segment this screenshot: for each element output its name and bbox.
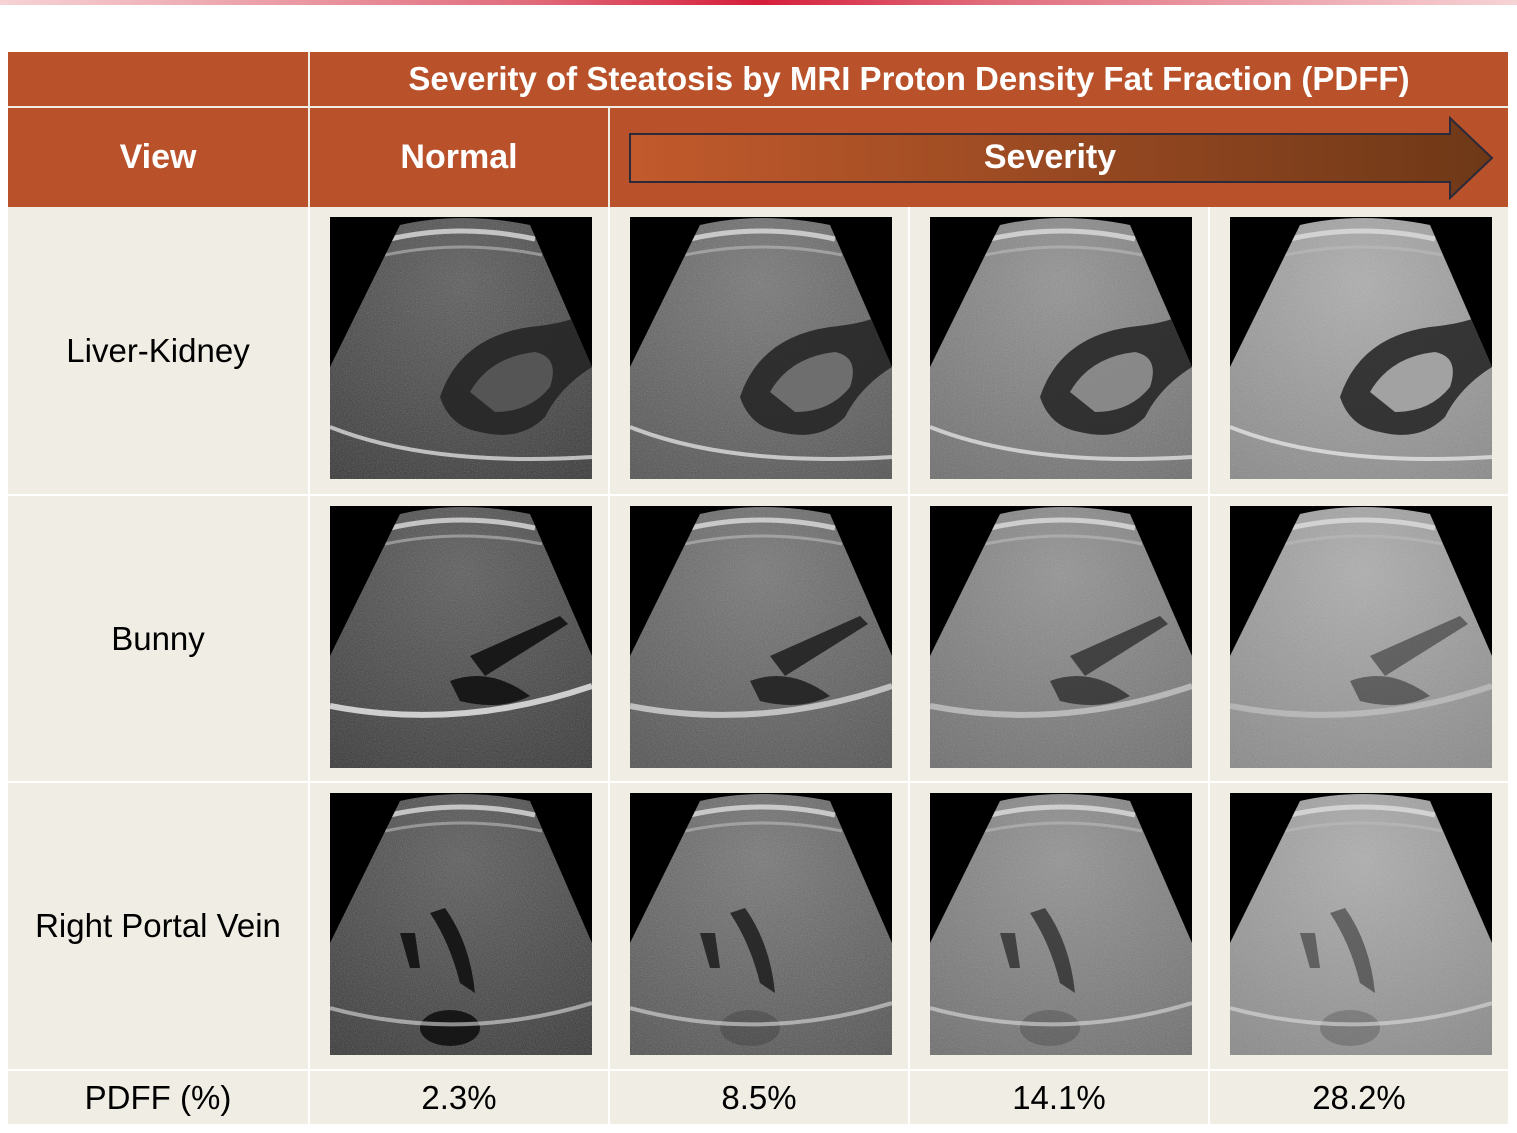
steatosis-table: Severity of Steatosis by MRI Proton Dens… bbox=[8, 52, 1508, 1124]
normal-column-header: Normal bbox=[308, 108, 608, 207]
ultrasound-image bbox=[1208, 207, 1508, 494]
ultrasound-image bbox=[308, 781, 608, 1069]
ultrasound-image bbox=[308, 207, 608, 494]
row-label-liver-kidney: Liver-Kidney bbox=[8, 207, 308, 494]
pdff-value: 8.5% bbox=[608, 1069, 908, 1124]
header-corner bbox=[8, 52, 308, 108]
pdff-label: PDFF (%) bbox=[8, 1069, 308, 1124]
pdff-value: 2.3% bbox=[308, 1069, 608, 1124]
row-label-right-portal-vein: Right Portal Vein bbox=[8, 781, 308, 1069]
ultrasound-image bbox=[608, 781, 908, 1069]
top-accent-bar bbox=[0, 0, 1517, 5]
ultrasound-image bbox=[908, 494, 1208, 781]
ultrasound-image bbox=[1208, 494, 1508, 781]
ultrasound-image bbox=[1208, 781, 1508, 1069]
table-title: Severity of Steatosis by MRI Proton Dens… bbox=[308, 52, 1508, 108]
ultrasound-image bbox=[608, 494, 908, 781]
ultrasound-image bbox=[908, 781, 1208, 1069]
severity-header: Severity bbox=[608, 108, 1508, 207]
row-label-bunny: Bunny bbox=[8, 494, 308, 781]
ultrasound-image bbox=[308, 494, 608, 781]
view-column-header: View bbox=[8, 108, 308, 207]
severity-label: Severity bbox=[983, 138, 1117, 176]
pdff-value: 14.1% bbox=[908, 1069, 1208, 1124]
ultrasound-image bbox=[608, 207, 908, 494]
ultrasound-image bbox=[908, 207, 1208, 494]
severity-arrow-icon bbox=[629, 116, 1494, 200]
pdff-value: 28.2% bbox=[1208, 1069, 1508, 1124]
